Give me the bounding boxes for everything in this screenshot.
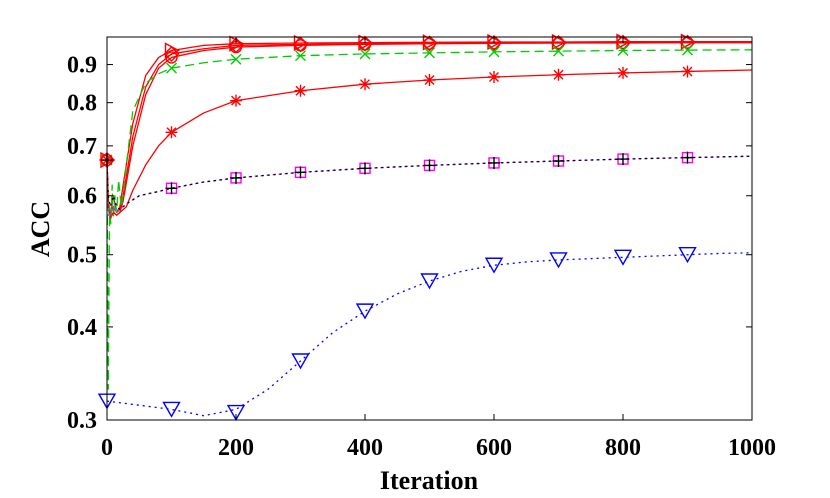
- y-tick-label: 0.4: [67, 315, 97, 341]
- marker-asterisk: [423, 74, 436, 87]
- marker-x: [488, 46, 500, 58]
- x-tick-label: 0: [101, 435, 113, 461]
- y-axis-label: ACC: [26, 201, 55, 257]
- tick-label-layer: 0 200 400 600 800 1000 0.3 0.4 0.5 0.6 0.7 0.8 0.9: [67, 53, 776, 461]
- series-line-red-triangle-right: [107, 41, 752, 219]
- marker-plus: [165, 182, 178, 195]
- marker-asterisk: [488, 71, 500, 84]
- marker-plus: [359, 162, 371, 175]
- marker-x: [553, 45, 564, 57]
- marker-asterisk: [230, 94, 242, 107]
- marker-triangle-down: [420, 273, 439, 290]
- marker-diamond: [163, 45, 180, 62]
- marker-triangle-down: [678, 247, 697, 264]
- marker-x: [682, 44, 693, 56]
- marker-plus: [552, 155, 565, 168]
- y-tick-label: 0.9: [67, 53, 97, 79]
- x-tick-label: 600: [476, 435, 512, 461]
- marker-x: [617, 44, 629, 56]
- series-line-green-x: [107, 49, 752, 390]
- marker-plus: [681, 151, 694, 164]
- tick-layer: [106, 37, 753, 421]
- y-tick-label: 0.7: [67, 134, 97, 160]
- x-axis-label: Iteration: [380, 466, 479, 495]
- marker-x: [295, 50, 306, 62]
- marker-plus: [488, 156, 500, 169]
- marker-asterisk: [617, 66, 629, 79]
- x-tick-label: 200: [218, 435, 254, 461]
- marker-asterisk: [294, 84, 307, 97]
- plot-area: [107, 37, 752, 420]
- marker-x: [359, 48, 371, 60]
- marker-x: [230, 53, 242, 65]
- marker-triangle-down: [291, 353, 310, 370]
- plot-frame: [106, 36, 753, 421]
- marker-asterisk: [359, 78, 371, 91]
- marker-triangle-down: [226, 404, 246, 421]
- marker-triangle-down: [162, 401, 181, 418]
- marker-x: [166, 62, 177, 74]
- marker-triangle-down: [484, 257, 504, 274]
- marker-x: [424, 47, 435, 59]
- series-markers-black-plus: [101, 151, 694, 195]
- y-tick-label: 0.5: [67, 243, 97, 269]
- y-tick-label: 0.8: [67, 91, 97, 117]
- marker-triangle-down: [613, 249, 633, 266]
- marker-circle: [165, 51, 178, 64]
- x-tick-label: 400: [347, 435, 383, 461]
- marker-plus: [294, 166, 307, 179]
- x-tick-label: 800: [605, 435, 641, 461]
- marker-asterisk: [681, 65, 694, 78]
- marker-layer: [97, 33, 697, 421]
- marker-plus: [230, 171, 242, 184]
- series-markers-blue-triangle-down: [97, 247, 697, 421]
- series-line-blue-triangle-down: [107, 252, 752, 417]
- y-tick-label: 0.3: [67, 408, 97, 434]
- y-tick-label: 0.6: [67, 184, 97, 210]
- marker-triangle-down: [549, 252, 568, 269]
- marker-plus: [617, 153, 629, 166]
- marker-plus: [423, 159, 436, 172]
- marker-circle: [423, 37, 436, 50]
- series-line-black-plus: [107, 155, 752, 211]
- marker-asterisk: [552, 68, 565, 81]
- x-tick-label: 1000: [728, 435, 776, 461]
- marker-asterisk: [165, 126, 178, 139]
- marker-circle: [294, 39, 307, 52]
- marker-triangle-down: [355, 303, 375, 320]
